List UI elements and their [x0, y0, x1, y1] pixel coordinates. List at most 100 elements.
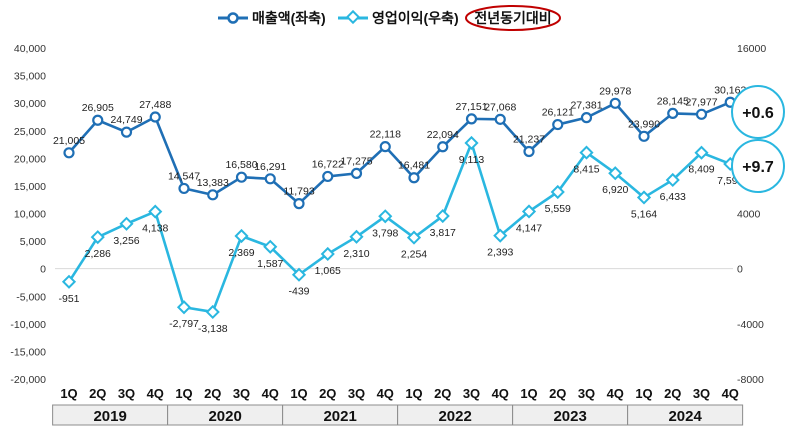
revenue-data-label: 28,145 — [657, 95, 689, 107]
op-income-point — [493, 228, 508, 243]
op-income-point — [119, 216, 134, 231]
revenue-data-label: 24,749 — [110, 114, 142, 126]
revenue-point — [437, 141, 449, 153]
revenue-point — [293, 198, 305, 210]
x-tick-label: 1Q — [520, 386, 537, 401]
revenue-data-label: 22,118 — [370, 129, 401, 141]
op-income-point — [435, 208, 450, 224]
legend: 매출액(좌축) 영업이익(우축) 전년동기대비 — [218, 5, 561, 31]
revenue-point — [322, 170, 334, 183]
revenue-data-label: 27,068 — [484, 101, 516, 113]
revenue-data-label: 27,488 — [139, 99, 171, 111]
op-income-data-label: 2,369 — [228, 247, 254, 259]
revenue-data-label: 23,990 — [628, 118, 660, 130]
op-income-data-label: 8,415 — [573, 164, 599, 176]
op-income-data-label: 9,113 — [459, 154, 485, 166]
op-income-data-label: 4,138 — [142, 223, 168, 235]
revenue-point — [379, 141, 391, 153]
revenue-data-label: 27,977 — [685, 96, 717, 108]
left-tick-label: 40,000 — [14, 43, 46, 55]
op-income-data-label: -2,797 — [169, 318, 199, 330]
revenue-point — [63, 147, 75, 159]
x-tick-label: 2Q — [89, 386, 106, 401]
revenue-data-label: 22,094 — [427, 129, 459, 141]
left-tick-label: -20,000 — [10, 374, 46, 386]
left-tick-label: 15,000 — [14, 181, 46, 193]
left-tick-label: 20,000 — [14, 153, 46, 165]
revenue-data-label: 14,547 — [168, 170, 200, 182]
revenue-data-label: 21,237 — [513, 134, 545, 146]
op-income-point — [176, 300, 192, 315]
revenue-data-label: 27,381 — [570, 100, 602, 112]
op-income-data-label: 2,310 — [343, 248, 369, 260]
op-income-data-label: 5,559 — [545, 203, 571, 215]
op-income-data-label: 3,817 — [430, 227, 456, 239]
left-tick-label: 0 — [40, 264, 46, 276]
left-tick-label: -15,000 — [10, 346, 46, 358]
op-income-data-label: 3,798 — [372, 227, 398, 239]
year-label: 2019 — [93, 408, 126, 425]
op-income-data-label: 6,433 — [660, 191, 686, 203]
x-tick-label: 1Q — [290, 386, 307, 401]
revenue-data-label: 26,121 — [542, 107, 574, 119]
x-tick-label: 2Q — [549, 386, 566, 401]
left-tick-label: 35,000 — [14, 71, 46, 83]
op-income-data-label: -439 — [288, 286, 309, 298]
op-income-point — [349, 229, 364, 244]
legend-item-yoy: 전년동기대비 — [465, 5, 561, 31]
year-label: 2024 — [668, 408, 702, 425]
op-income-data-label: 3,256 — [113, 235, 139, 247]
revenue-data-label: 26,905 — [82, 102, 114, 114]
x-tick-label: 2Q — [664, 386, 681, 401]
revenue-data-label: 11,793 — [283, 186, 314, 198]
revenue-point — [465, 113, 478, 125]
op-income-point — [234, 228, 249, 244]
op-income-data-label: -951 — [58, 293, 79, 305]
op-income-data-label: 4,147 — [516, 222, 542, 234]
x-tick-label: 4Q — [607, 386, 624, 401]
x-tick-label: 3Q — [233, 386, 250, 401]
revenue-data-label: 16,291 — [254, 161, 286, 173]
year-label: 2020 — [208, 408, 241, 425]
legend-label-yoy: 전년동기대비 — [474, 10, 551, 26]
badge-revenue-yoy: +0.6 — [731, 85, 785, 139]
revenue-point — [235, 171, 248, 183]
op-income-point — [148, 204, 163, 219]
revenue-point — [264, 173, 276, 185]
left-axis: 40,000 35,000 30,000 25,000 20,000 15,000 10,0… — [10, 43, 46, 386]
x-tick-label: 3Q — [348, 386, 365, 401]
x-axis: 1Q 2Q 3Q 4Q 1Q 2Q 3Q 4Q 1Q 2Q 3Q 4Q 1Q 2Q 3Q 4Q 1Q 2Q 3Q 4Q… — [52, 386, 744, 426]
legend-label-revenue: 매출액(좌축) — [252, 10, 326, 26]
revenue-point — [207, 189, 219, 201]
x-tick-label: 3Q — [693, 386, 710, 401]
op-income-point — [521, 204, 537, 219]
op-income-data-label: 1,065 — [315, 265, 341, 277]
op-income-point — [291, 267, 307, 282]
op-income-point — [90, 230, 105, 245]
left-tick-label: -5,000 — [16, 291, 46, 303]
op-income-point — [406, 230, 422, 245]
series-line-op-income — [67, 141, 731, 314]
revenue-data-label: 13,383 — [197, 177, 229, 189]
left-tick-label: 25,000 — [14, 126, 46, 138]
revenue-data-label: 21,005 — [53, 135, 85, 147]
op-income-data-label: 2,393 — [487, 247, 513, 259]
year-label: 2022 — [438, 408, 471, 425]
x-tick-label: 4Q — [377, 386, 394, 401]
op-income-point — [464, 135, 479, 151]
x-tick-label: 2Q — [434, 386, 451, 401]
revenue-point — [120, 126, 133, 138]
x-tick-label: 1Q — [635, 386, 652, 401]
right-tick-label: 4000 — [737, 209, 761, 221]
x-tick-label: 2Q — [204, 386, 221, 401]
x-tick-label: 4Q — [262, 386, 279, 401]
legend-item-revenue: 매출액(좌축) — [218, 10, 326, 26]
right-tick-label: 16000 — [737, 43, 766, 55]
badge-revenue-yoy-text: +0.6 — [742, 105, 774, 122]
op-income-point — [550, 184, 565, 200]
op-income-point — [636, 190, 652, 205]
revenue-point — [695, 108, 708, 120]
revenue-point — [149, 111, 161, 123]
revenue-data-label: 16,722 — [312, 158, 344, 170]
